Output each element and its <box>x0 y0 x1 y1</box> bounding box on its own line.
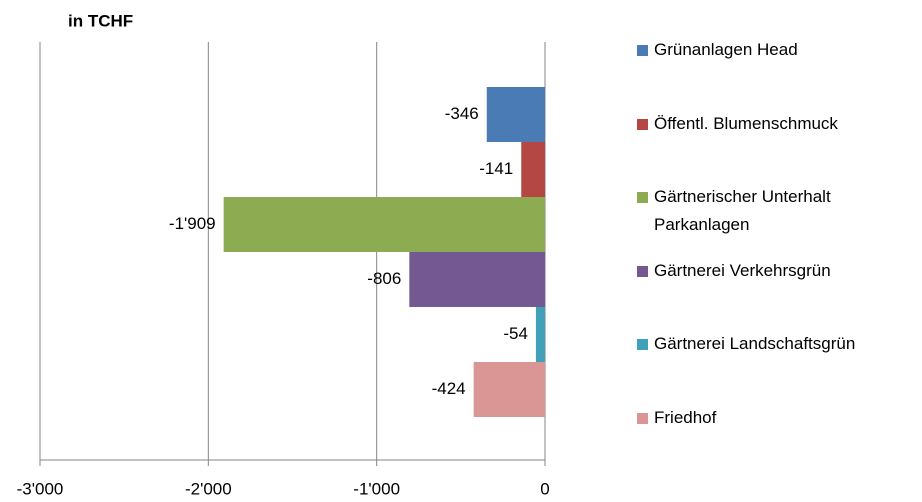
legend-item: Gärtnerei Verkehrsgrün <box>637 257 919 285</box>
legend-swatch <box>637 265 648 277</box>
bar <box>223 197 545 252</box>
x-tick-label: -3'000 <box>17 479 64 498</box>
value-label: -1'909 <box>169 214 216 233</box>
legend-label: Grünanlagen Head <box>654 40 798 59</box>
legend-item: Gärtnerischer Unterhalt Parkanlagen <box>637 183 919 239</box>
legend-swatch <box>637 118 648 130</box>
bar <box>521 142 545 197</box>
legend-label: Gärtnerei Verkehrsgrün <box>654 260 831 280</box>
legend-label: Öffentl. Blumenschmuck <box>654 113 838 133</box>
value-label: -54 <box>503 324 528 343</box>
value-label: -424 <box>432 379 466 398</box>
legend-label: Gärtnerei Landschaftsgrün <box>654 334 856 353</box>
legend-item: Öffentl. Blumenschmuck <box>637 110 919 138</box>
legend-swatch <box>637 412 648 424</box>
x-tick-label: 0 <box>540 479 549 498</box>
value-label: -346 <box>445 104 479 123</box>
legend-swatch <box>637 339 648 350</box>
legend-swatch <box>637 45 648 56</box>
legend-label: Friedhof <box>654 407 717 427</box>
value-label: -141 <box>479 159 513 178</box>
chart-title: in TCHF <box>68 11 133 30</box>
bar <box>409 252 545 307</box>
x-tick-label: -2'000 <box>185 479 232 498</box>
bar <box>486 87 545 142</box>
legend-item: Grünanlagen Head <box>637 36 919 64</box>
x-tick-label: -1'000 <box>353 479 400 498</box>
bar <box>473 362 545 417</box>
legend-swatch <box>637 192 648 203</box>
bar <box>535 307 545 362</box>
legend-label: Gärtnerischer Unterhalt Parkanlagen <box>654 187 831 234</box>
legend-item: Friedhof <box>637 404 919 432</box>
value-label: -806 <box>367 269 401 288</box>
legend-item: Gärtnerei Landschaftsgrün <box>637 330 919 358</box>
